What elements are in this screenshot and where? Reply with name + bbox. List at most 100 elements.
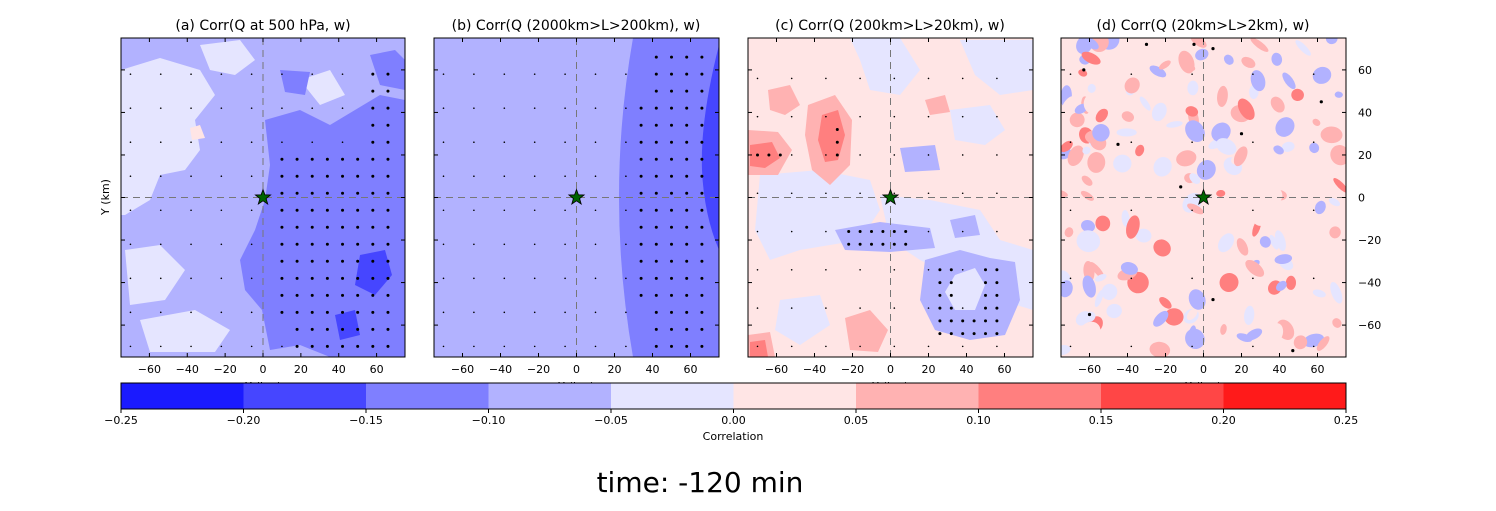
field-blob	[1082, 146, 1091, 155]
stipple-dot	[893, 154, 896, 156]
stipple-dot	[961, 319, 965, 323]
stipple-dot	[371, 344, 375, 348]
x-tick-label: 60	[998, 363, 1012, 376]
stipple-dot	[670, 225, 673, 229]
stipple-dot	[442, 141, 445, 144]
y-axis-label: Y (km)	[99, 179, 112, 216]
stipple-dot	[356, 191, 360, 195]
field-blob	[1269, 234, 1279, 250]
field-blob	[1234, 59, 1243, 73]
field-blob	[1116, 128, 1137, 137]
field-blob	[1061, 280, 1073, 298]
stipple-dot	[442, 73, 445, 75]
stipple-dot	[503, 141, 506, 144]
stipple-dot	[310, 208, 314, 212]
stipple-dot	[858, 230, 862, 234]
field-blob	[1185, 106, 1199, 117]
stipple-dot	[670, 89, 673, 93]
star-marker-icon	[881, 188, 900, 205]
stipple-dot	[564, 141, 566, 144]
stipple-dot	[341, 293, 345, 297]
stipple-dot	[984, 293, 987, 297]
stipple-dot	[594, 73, 597, 75]
x-tick-label: −60	[765, 363, 788, 376]
stipple-dot	[594, 345, 597, 348]
stipple-dot	[654, 140, 658, 144]
panel-a-stippling	[129, 72, 390, 348]
stipple-dot	[790, 192, 793, 195]
stipple-dot	[670, 72, 673, 76]
stipple-dot	[594, 243, 597, 246]
stipple-dot	[280, 208, 284, 212]
stipple-dot	[220, 209, 223, 212]
stipple-dot	[847, 230, 851, 234]
stipple-dot	[503, 243, 506, 246]
stipple-dot	[295, 225, 299, 229]
field-blob	[1064, 227, 1074, 238]
stipple-dot	[280, 276, 284, 280]
stipple-dot	[847, 242, 851, 246]
stipple-dot	[670, 327, 673, 331]
stipple-dot	[984, 332, 987, 336]
stipple-dot	[310, 344, 314, 348]
stipple-dot	[594, 311, 597, 314]
stipple-dot	[927, 230, 930, 233]
field-blob	[1245, 259, 1265, 277]
stipple-dot	[473, 311, 475, 314]
field-blob	[1334, 91, 1343, 98]
stipple-dot	[503, 73, 506, 75]
stipple-dot	[442, 107, 445, 109]
x-tick-label: −40	[1116, 363, 1139, 376]
stipple-dot	[938, 268, 942, 272]
stipple-dot	[310, 276, 314, 280]
field-blob	[1236, 333, 1253, 342]
field-blob	[1312, 118, 1321, 126]
panel-d-title: (d) Corr(Q (20km>L>2km), w)	[1096, 18, 1309, 34]
panel-d-blobs	[1061, 38, 1346, 357]
x-tick-label: 20	[294, 363, 308, 376]
stipple-dot	[654, 242, 658, 246]
stipple-dot	[654, 208, 658, 212]
stipple-dot	[625, 141, 627, 144]
stipple-dot	[190, 107, 192, 109]
field-blob	[1095, 108, 1109, 123]
colorbar: −0.25 −0.20 −0.15 −0.10 −0.05 0.00 0.05 0.10 0.1…	[104, 382, 1358, 427]
stipple-dot	[341, 208, 345, 212]
stipple-dot	[220, 345, 223, 348]
stipple-dot	[654, 276, 658, 280]
field-blob	[1280, 211, 1303, 223]
panel-a-light-region	[200, 40, 255, 75]
colorbar-tick-label: 0.00	[721, 414, 746, 427]
stipple-dot	[341, 107, 344, 109]
panel-a-stippled-region	[280, 70, 310, 95]
stipple-dot	[670, 140, 673, 144]
stipple-dot	[295, 242, 299, 246]
stipple-dot	[756, 153, 759, 157]
panel-c-mid-negative-region	[900, 145, 940, 172]
stipple-dot	[129, 243, 132, 246]
colorbar-tick-label: 0.15	[1089, 414, 1114, 427]
x-tick-label: −60	[138, 363, 161, 376]
stipple-dot	[859, 345, 861, 348]
stipple-dot	[564, 277, 566, 280]
stipple-dot	[371, 242, 375, 246]
stipple-dot	[1252, 209, 1254, 212]
stipple-dot	[325, 242, 329, 246]
stipple-dot	[371, 89, 375, 93]
stipple-dot	[1082, 68, 1086, 72]
colorbar-tick-label: 0.05	[844, 414, 869, 427]
panel-a-light-region	[125, 245, 185, 305]
stipple-dot	[654, 89, 658, 93]
y-tick-label: −20	[1358, 234, 1381, 247]
x-tick-label: 60	[1311, 363, 1325, 376]
stipple-dot	[685, 208, 689, 212]
field-blob	[1237, 98, 1255, 121]
field-blob	[1067, 145, 1084, 166]
stipple-dot	[250, 107, 253, 109]
panel-c-stippling	[756, 77, 999, 348]
stipple-dot	[825, 154, 827, 156]
stipple-dot	[685, 174, 689, 178]
stipple-dot	[756, 307, 759, 309]
stipple-dot	[442, 311, 445, 314]
stipple-dot	[756, 115, 759, 118]
